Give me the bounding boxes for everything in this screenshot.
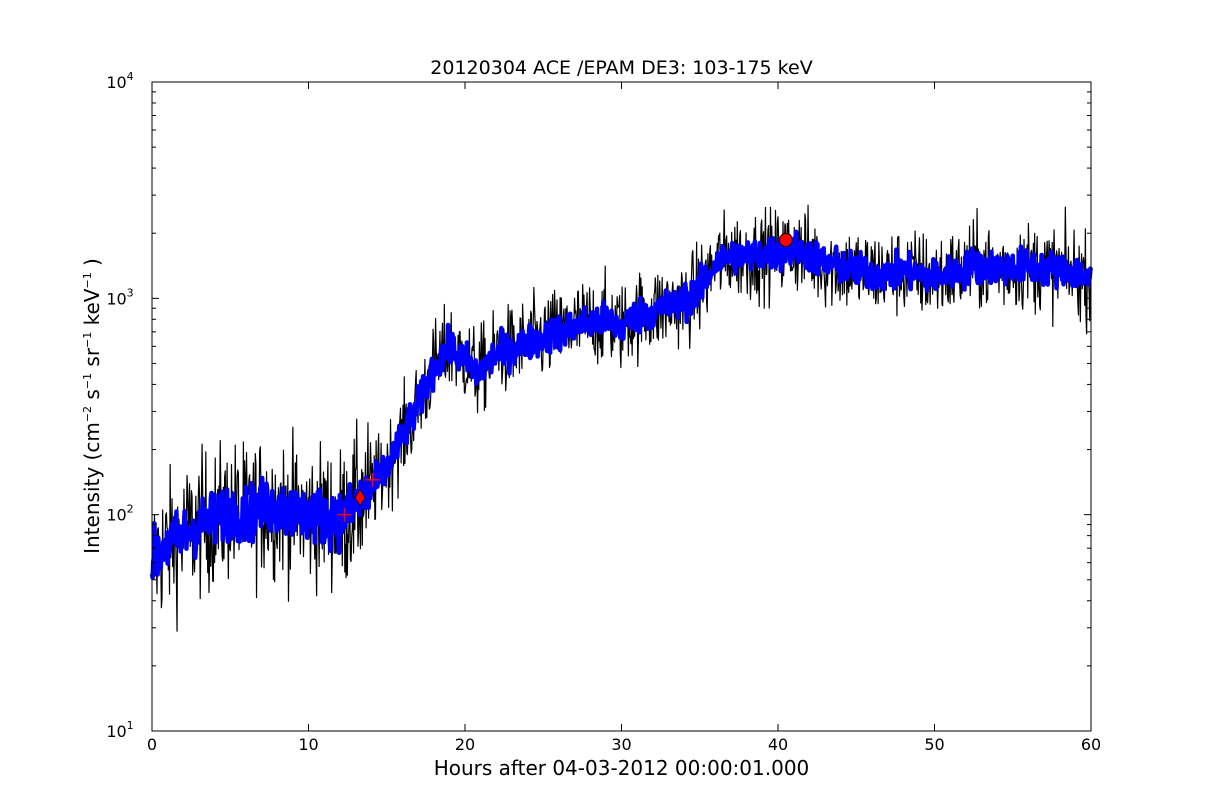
marker-plus-2 [365,472,380,487]
x-tick-label-6: 60 [1081,735,1101,754]
y-axis-label-mid1: s [80,389,104,406]
plot-frame [151,81,1092,732]
y-tick-label-1: 102 [106,503,133,525]
x-tick-label-2: 20 [455,735,475,754]
x-tick-label-1: 10 [298,735,318,754]
marker-diamond-1 [354,488,366,507]
y-tick-label-2: 103 [106,286,133,308]
y-axis-label-sup3: −1 [81,332,94,348]
x-tick-label-3: 30 [611,735,631,754]
series-line-1 [149,229,1094,581]
y-axis-label-sup2: −1 [81,373,94,389]
marker-plus-0 [337,507,352,522]
x-tick-label-0: 0 [147,735,157,754]
x-tick-label-5: 50 [924,735,944,754]
y-axis-label-sup4: −1 [81,272,94,288]
y-axis-label: Intensity (cm−2 s−1 sr−1 keV−1 ) [80,258,104,554]
chart-title: 20120304 ACE /EPAM DE3: 103-175 keV [430,57,812,79]
x-tick-label-4: 40 [768,735,788,754]
marker-circle-3 [778,233,793,248]
y-axis-label-sup1: −2 [81,406,94,422]
y-axis-label-mid2: sr [80,347,104,373]
y-axis-label-prefix: Intensity (cm [80,422,104,554]
y-axis-label-mid3: keV [80,288,104,332]
y-axis-label-suffix: ) [80,258,104,272]
series-layer [149,204,1094,632]
marker-layer [337,233,793,522]
tick-layer: 0 10 20 30 40 50 60 101 102 103 104 [106,70,1101,754]
y-tick-label-3: 104 [106,70,133,92]
y-tick-label-0: 101 [106,719,133,741]
x-axis-label: Hours after 04-03-2012 00:00:01.000 [434,756,810,780]
